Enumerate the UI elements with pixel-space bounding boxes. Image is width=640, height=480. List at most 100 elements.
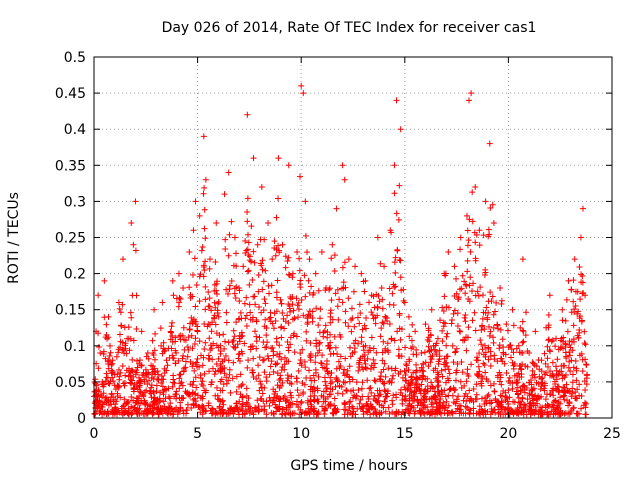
data-point <box>470 410 477 417</box>
data-point <box>407 403 414 410</box>
data-point <box>530 360 537 367</box>
data-point <box>110 394 117 401</box>
data-point <box>173 388 180 395</box>
data-point <box>427 331 434 338</box>
data-point <box>441 293 448 300</box>
data-point <box>434 335 441 342</box>
data-point <box>440 323 447 330</box>
data-point <box>464 227 471 234</box>
data-point <box>506 374 513 381</box>
data-point <box>576 329 583 336</box>
data-point <box>486 332 493 339</box>
data-point <box>289 274 296 281</box>
data-point <box>464 242 471 249</box>
data-point <box>382 393 389 400</box>
data-point <box>414 396 421 403</box>
data-point <box>410 351 417 358</box>
data-point <box>461 382 468 389</box>
data-point <box>181 346 188 353</box>
data-point <box>177 296 184 303</box>
data-point <box>402 372 409 379</box>
data-point <box>427 353 434 360</box>
data-point <box>115 383 122 390</box>
data-points <box>91 82 591 418</box>
data-point <box>435 379 442 386</box>
data-point <box>328 370 335 377</box>
data-point <box>195 403 202 410</box>
data-point <box>134 364 141 371</box>
data-point <box>256 354 263 361</box>
data-point <box>138 397 145 404</box>
data-point <box>562 340 569 347</box>
data-point <box>225 377 232 384</box>
data-point <box>473 396 480 403</box>
data-point <box>370 410 377 417</box>
data-point <box>388 379 395 386</box>
data-point <box>114 390 121 397</box>
data-point <box>143 387 150 394</box>
data-point <box>360 366 367 373</box>
data-point <box>443 342 450 349</box>
data-point <box>184 353 191 360</box>
data-point <box>347 398 354 405</box>
data-point <box>266 402 273 409</box>
data-point <box>298 297 305 304</box>
data-point <box>138 362 145 369</box>
y-tick-label: 0.45 <box>55 86 86 102</box>
data-point <box>509 306 516 313</box>
data-point <box>438 367 445 374</box>
data-point <box>256 387 263 394</box>
data-point <box>138 328 145 335</box>
data-point <box>222 352 229 359</box>
y-tick-label: 0 <box>77 411 86 427</box>
data-point <box>381 360 388 367</box>
data-point <box>233 319 240 326</box>
data-point <box>496 400 503 407</box>
data-point <box>465 406 472 413</box>
data-point <box>185 334 192 341</box>
data-point <box>289 270 296 277</box>
data-point <box>228 405 235 412</box>
data-point <box>245 239 252 246</box>
data-point <box>385 349 392 356</box>
data-point <box>443 333 450 340</box>
data-point <box>263 378 270 385</box>
data-point <box>169 333 176 340</box>
data-point <box>326 401 333 408</box>
data-point <box>135 374 142 381</box>
data-point <box>152 330 159 337</box>
data-point <box>332 290 339 297</box>
data-point <box>105 365 112 372</box>
data-point <box>425 325 432 332</box>
data-point <box>377 391 384 398</box>
data-point <box>487 205 494 212</box>
data-point <box>527 406 534 413</box>
data-point <box>473 381 480 388</box>
data-point <box>428 346 435 353</box>
data-point <box>466 97 473 104</box>
data-point <box>465 324 472 331</box>
data-point <box>241 300 248 307</box>
data-point <box>109 368 116 375</box>
data-point <box>230 359 237 366</box>
data-point <box>477 284 484 291</box>
data-point <box>178 379 185 386</box>
data-point <box>474 357 481 364</box>
data-point <box>284 258 291 265</box>
data-point <box>123 367 130 374</box>
x-tick-label: 10 <box>292 426 310 442</box>
x-tick-label: 0 <box>90 426 99 442</box>
data-point <box>361 288 368 295</box>
data-point <box>458 285 465 292</box>
data-point <box>212 259 219 266</box>
data-point <box>273 246 280 253</box>
data-point <box>177 371 184 378</box>
data-point <box>120 346 127 353</box>
data-point <box>406 333 413 340</box>
data-point <box>574 310 581 317</box>
data-point <box>364 377 371 384</box>
data-point <box>133 325 140 332</box>
data-point <box>485 391 492 398</box>
data-point <box>235 355 242 362</box>
data-point <box>201 370 208 377</box>
